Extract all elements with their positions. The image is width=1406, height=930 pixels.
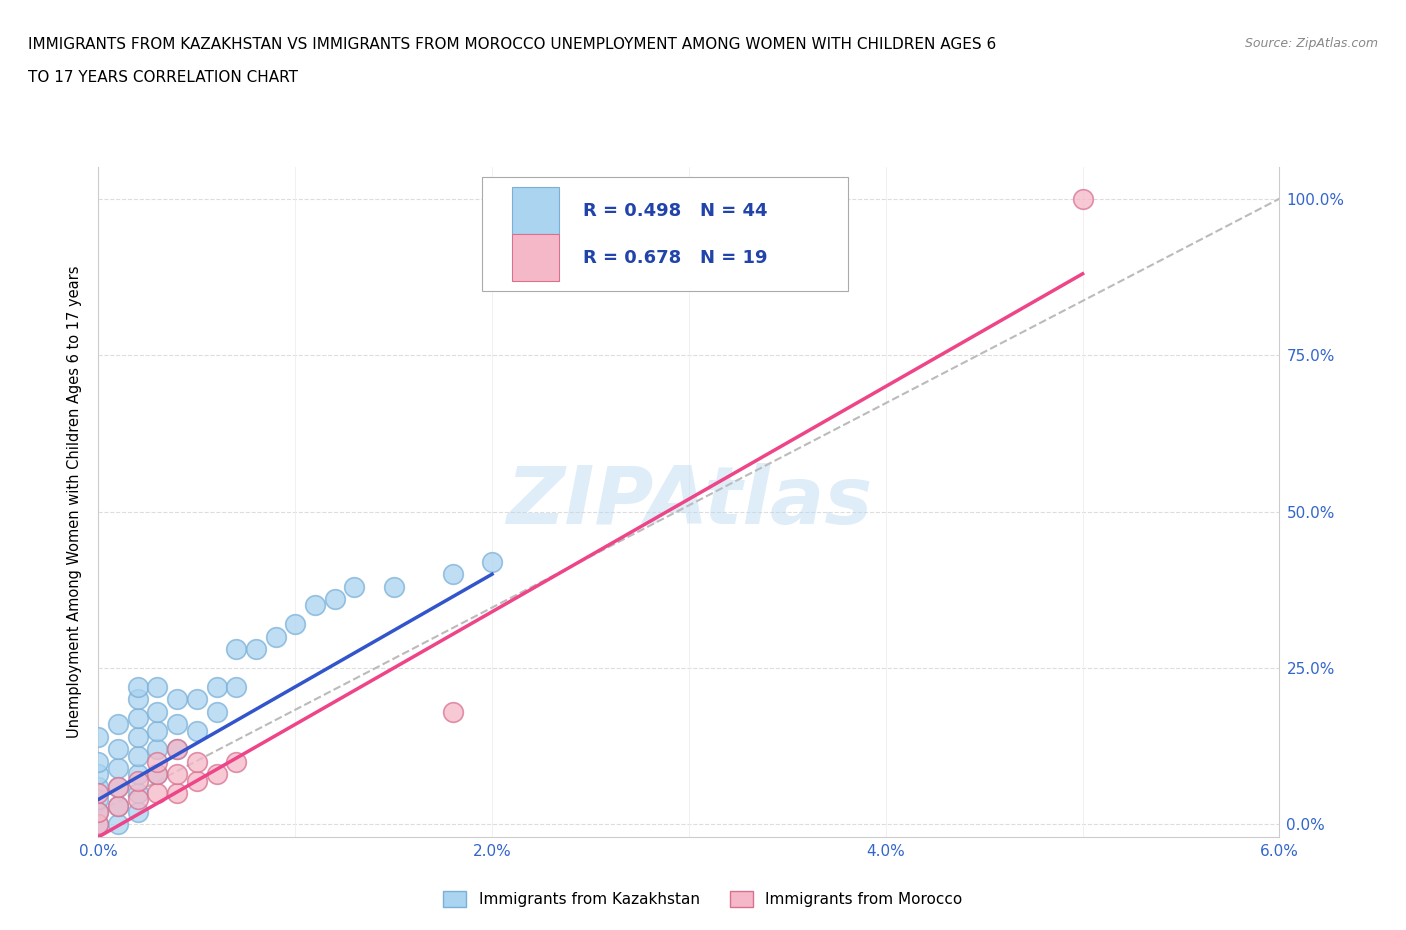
Text: IMMIGRANTS FROM KAZAKHSTAN VS IMMIGRANTS FROM MOROCCO UNEMPLOYMENT AMONG WOMEN W: IMMIGRANTS FROM KAZAKHSTAN VS IMMIGRANTS… (28, 37, 997, 52)
Text: TO 17 YEARS CORRELATION CHART: TO 17 YEARS CORRELATION CHART (28, 70, 298, 85)
Point (166, 742, 188, 757)
Point (87, 786, 110, 801)
Point (225, 680, 247, 695)
Point (304, 598, 326, 613)
Text: R = 0.498   N = 44: R = 0.498 N = 44 (582, 202, 768, 219)
Point (107, 817, 129, 832)
Point (205, 767, 228, 782)
Point (166, 742, 188, 757)
Text: Source: ZipAtlas.com: Source: ZipAtlas.com (1244, 37, 1378, 50)
Point (481, 554, 503, 569)
Point (1071, 192, 1094, 206)
Point (146, 742, 169, 757)
Point (127, 711, 149, 725)
Point (166, 692, 188, 707)
Point (87, 779, 110, 794)
Text: R = 0.678   N = 19: R = 0.678 N = 19 (582, 249, 768, 267)
Point (107, 779, 129, 794)
Point (107, 717, 129, 732)
Point (166, 786, 188, 801)
Point (127, 680, 149, 695)
Point (127, 749, 149, 764)
Point (87, 754, 110, 769)
Point (87, 804, 110, 819)
Legend: Immigrants from Kazakhstan, Immigrants from Morocco: Immigrants from Kazakhstan, Immigrants f… (437, 884, 969, 913)
Point (146, 786, 169, 801)
Point (186, 692, 208, 707)
Point (166, 767, 188, 782)
Point (441, 704, 464, 719)
Point (146, 767, 169, 782)
Point (205, 704, 228, 719)
Point (127, 692, 149, 707)
Point (166, 717, 188, 732)
Point (107, 742, 129, 757)
Point (382, 579, 405, 594)
Point (186, 724, 208, 738)
Point (107, 798, 129, 813)
Point (146, 704, 169, 719)
Point (146, 680, 169, 695)
Point (127, 792, 149, 807)
Point (107, 779, 129, 794)
Point (87, 804, 110, 819)
Point (146, 754, 169, 769)
Point (264, 630, 287, 644)
Point (146, 724, 169, 738)
Point (127, 773, 149, 788)
Point (146, 767, 169, 782)
Point (323, 591, 346, 606)
Y-axis label: Unemployment Among Women with Children Ages 6 to 17 years: Unemployment Among Women with Children A… (67, 266, 83, 738)
Point (186, 754, 208, 769)
Point (245, 642, 267, 657)
Point (87, 817, 110, 832)
Point (127, 804, 149, 819)
Point (87, 767, 110, 782)
FancyBboxPatch shape (482, 178, 848, 291)
Point (225, 642, 247, 657)
Point (87, 792, 110, 807)
Point (107, 761, 129, 776)
Point (87, 817, 110, 832)
Point (127, 767, 149, 782)
Text: ZIPAtlas: ZIPAtlas (506, 463, 872, 541)
FancyBboxPatch shape (512, 234, 560, 282)
Point (441, 566, 464, 581)
FancyBboxPatch shape (512, 187, 560, 234)
Point (284, 617, 307, 631)
Point (343, 579, 366, 594)
Point (107, 798, 129, 813)
Point (205, 680, 228, 695)
Point (127, 729, 149, 744)
Point (186, 773, 208, 788)
Point (87, 729, 110, 744)
Point (225, 754, 247, 769)
Point (127, 786, 149, 801)
